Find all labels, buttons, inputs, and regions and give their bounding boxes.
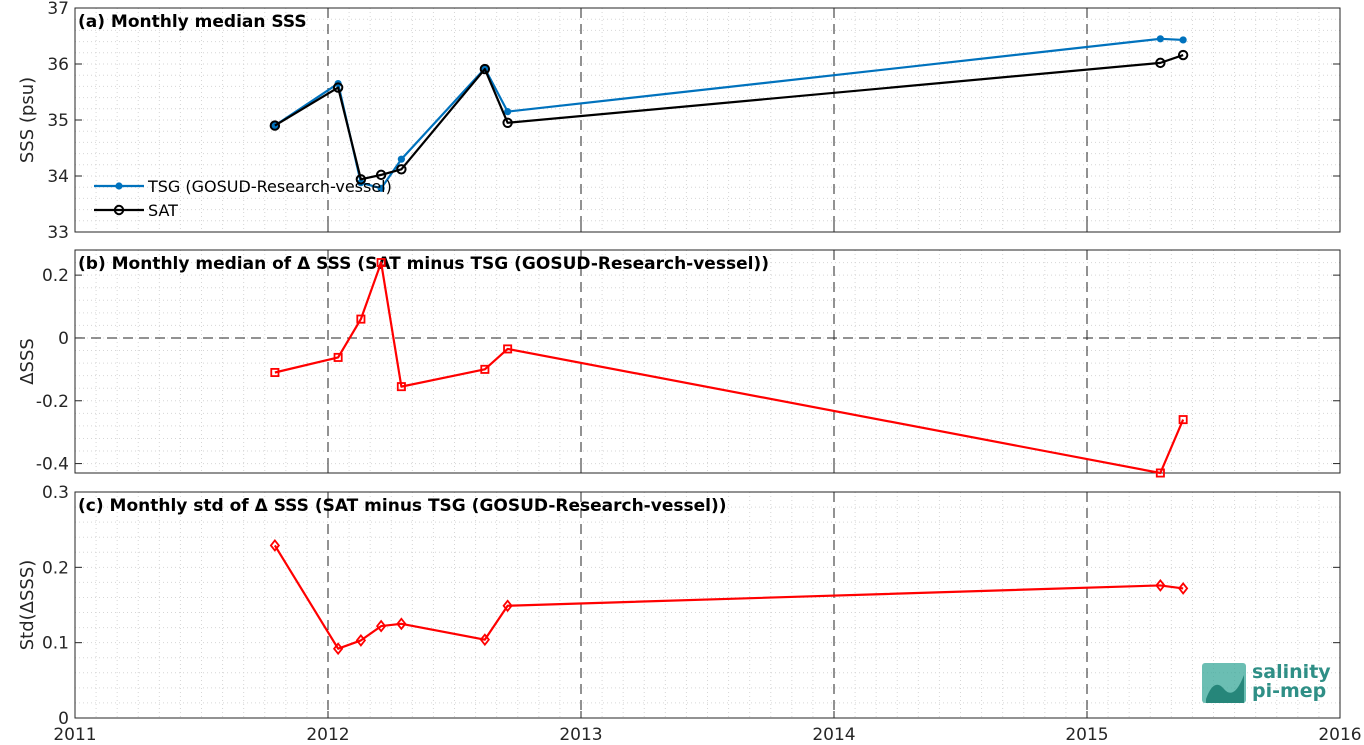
series-delta: [270, 258, 1188, 478]
data-point: [376, 258, 386, 268]
data-point: [355, 174, 367, 185]
data-point: [1155, 468, 1165, 478]
data-point: [397, 155, 405, 163]
data-point: [377, 184, 385, 192]
data-point: [396, 617, 407, 631]
panel-title: (a) Monthly median SSS: [78, 12, 307, 32]
data-point: [502, 117, 513, 129]
panel-a: 33 34 35 36 37 SSS (psu) (a) Monthly median SS…: [17, 0, 1341, 243]
y-tick-label: -0.4: [36, 455, 69, 475]
data-point: [333, 352, 343, 362]
plot-area: [75, 250, 1340, 473]
logo-wave-shape: [1206, 675, 1244, 703]
data-point: [332, 82, 344, 93]
y-tick-label: 0.1: [42, 634, 69, 654]
series-line: [274, 261, 1185, 475]
y-tick-label: -0.2: [36, 392, 69, 412]
x-tick-label: 2016: [1318, 725, 1361, 745]
legend-label: TSG (GOSUD-Research-vessel): [147, 177, 392, 196]
legend-label: SAT: [148, 201, 178, 220]
panel-title: (b) Monthly median of Δ SSS (SAT minus T…: [78, 254, 769, 274]
data-point: [479, 63, 491, 75]
data-point: [269, 120, 281, 131]
data-point: [396, 164, 407, 175]
series-sat: [269, 49, 1189, 185]
y-tick-label: 0.2: [42, 266, 69, 286]
x-tick-label: 2011: [53, 725, 96, 745]
logo-line1: salinity: [1252, 661, 1331, 683]
data-point: [332, 642, 344, 656]
panel-title: (c) Monthly std of Δ SSS (SAT minus TSG …: [78, 496, 726, 516]
series-line: [273, 544, 1184, 650]
data-point: [479, 633, 491, 647]
y-axis-label: SSS (psu): [17, 77, 38, 163]
y-tick-label: 35: [47, 111, 69, 131]
data-point: [480, 364, 490, 374]
data-point: [1177, 581, 1189, 595]
x-tick-label: 2013: [559, 725, 602, 745]
y-tick-label: 0: [58, 329, 69, 349]
data-point: [502, 599, 513, 613]
data-point: [1179, 36, 1187, 44]
data-point: [375, 169, 387, 181]
axes-box: [74, 249, 1341, 474]
y-tick-label: 0: [58, 709, 69, 729]
y-tick-label: 0.3: [42, 483, 69, 503]
x-tick-label: 2015: [1065, 725, 1108, 745]
series-line: [274, 53, 1184, 181]
data-point: [1155, 57, 1166, 69]
data-point: [503, 344, 513, 354]
axes-box: [74, 491, 1341, 719]
y-axis-label: Std(ΔSSS): [17, 560, 38, 651]
data-point: [1178, 415, 1188, 425]
salinity-pi-mep-logo: salinity pi-mep: [1202, 661, 1331, 703]
legend: TSG (GOSUD-Research-vessel) SAT: [94, 177, 392, 220]
panel-b: -0.4 -0.2 0 0.2 ΔSSS (b) Monthly median of Δ …: [17, 249, 1341, 478]
data-point: [396, 382, 406, 392]
y-tick-label: 33: [47, 223, 69, 243]
data-point: [355, 633, 367, 647]
data-point: [270, 367, 280, 377]
logo-line2: pi-mep: [1252, 680, 1326, 702]
data-point: [269, 539, 281, 552]
y-tick-label: 37: [47, 0, 69, 19]
y-tick-label: 34: [47, 167, 69, 187]
y-tick-label: 0.2: [42, 558, 69, 578]
x-tick-label: 2014: [812, 725, 855, 745]
y-axis-label: ΔSSS: [17, 338, 38, 385]
data-point: [356, 314, 366, 324]
legend-marker: [113, 204, 125, 216]
legend-marker: [115, 182, 123, 190]
x-tick-label: 2012: [306, 725, 349, 745]
data-point: [1177, 49, 1189, 61]
y-tick-label: 36: [47, 55, 69, 75]
data-point: [375, 619, 387, 633]
data-point: [1155, 578, 1166, 592]
panel-c: 0 0.1 0.2 0.3 2011 2012 2013 2014 2015 2016 Std(ΔS…: [17, 483, 1362, 745]
data-point: [504, 108, 512, 116]
series-delta: [269, 539, 1189, 656]
data-point: [1156, 35, 1164, 43]
